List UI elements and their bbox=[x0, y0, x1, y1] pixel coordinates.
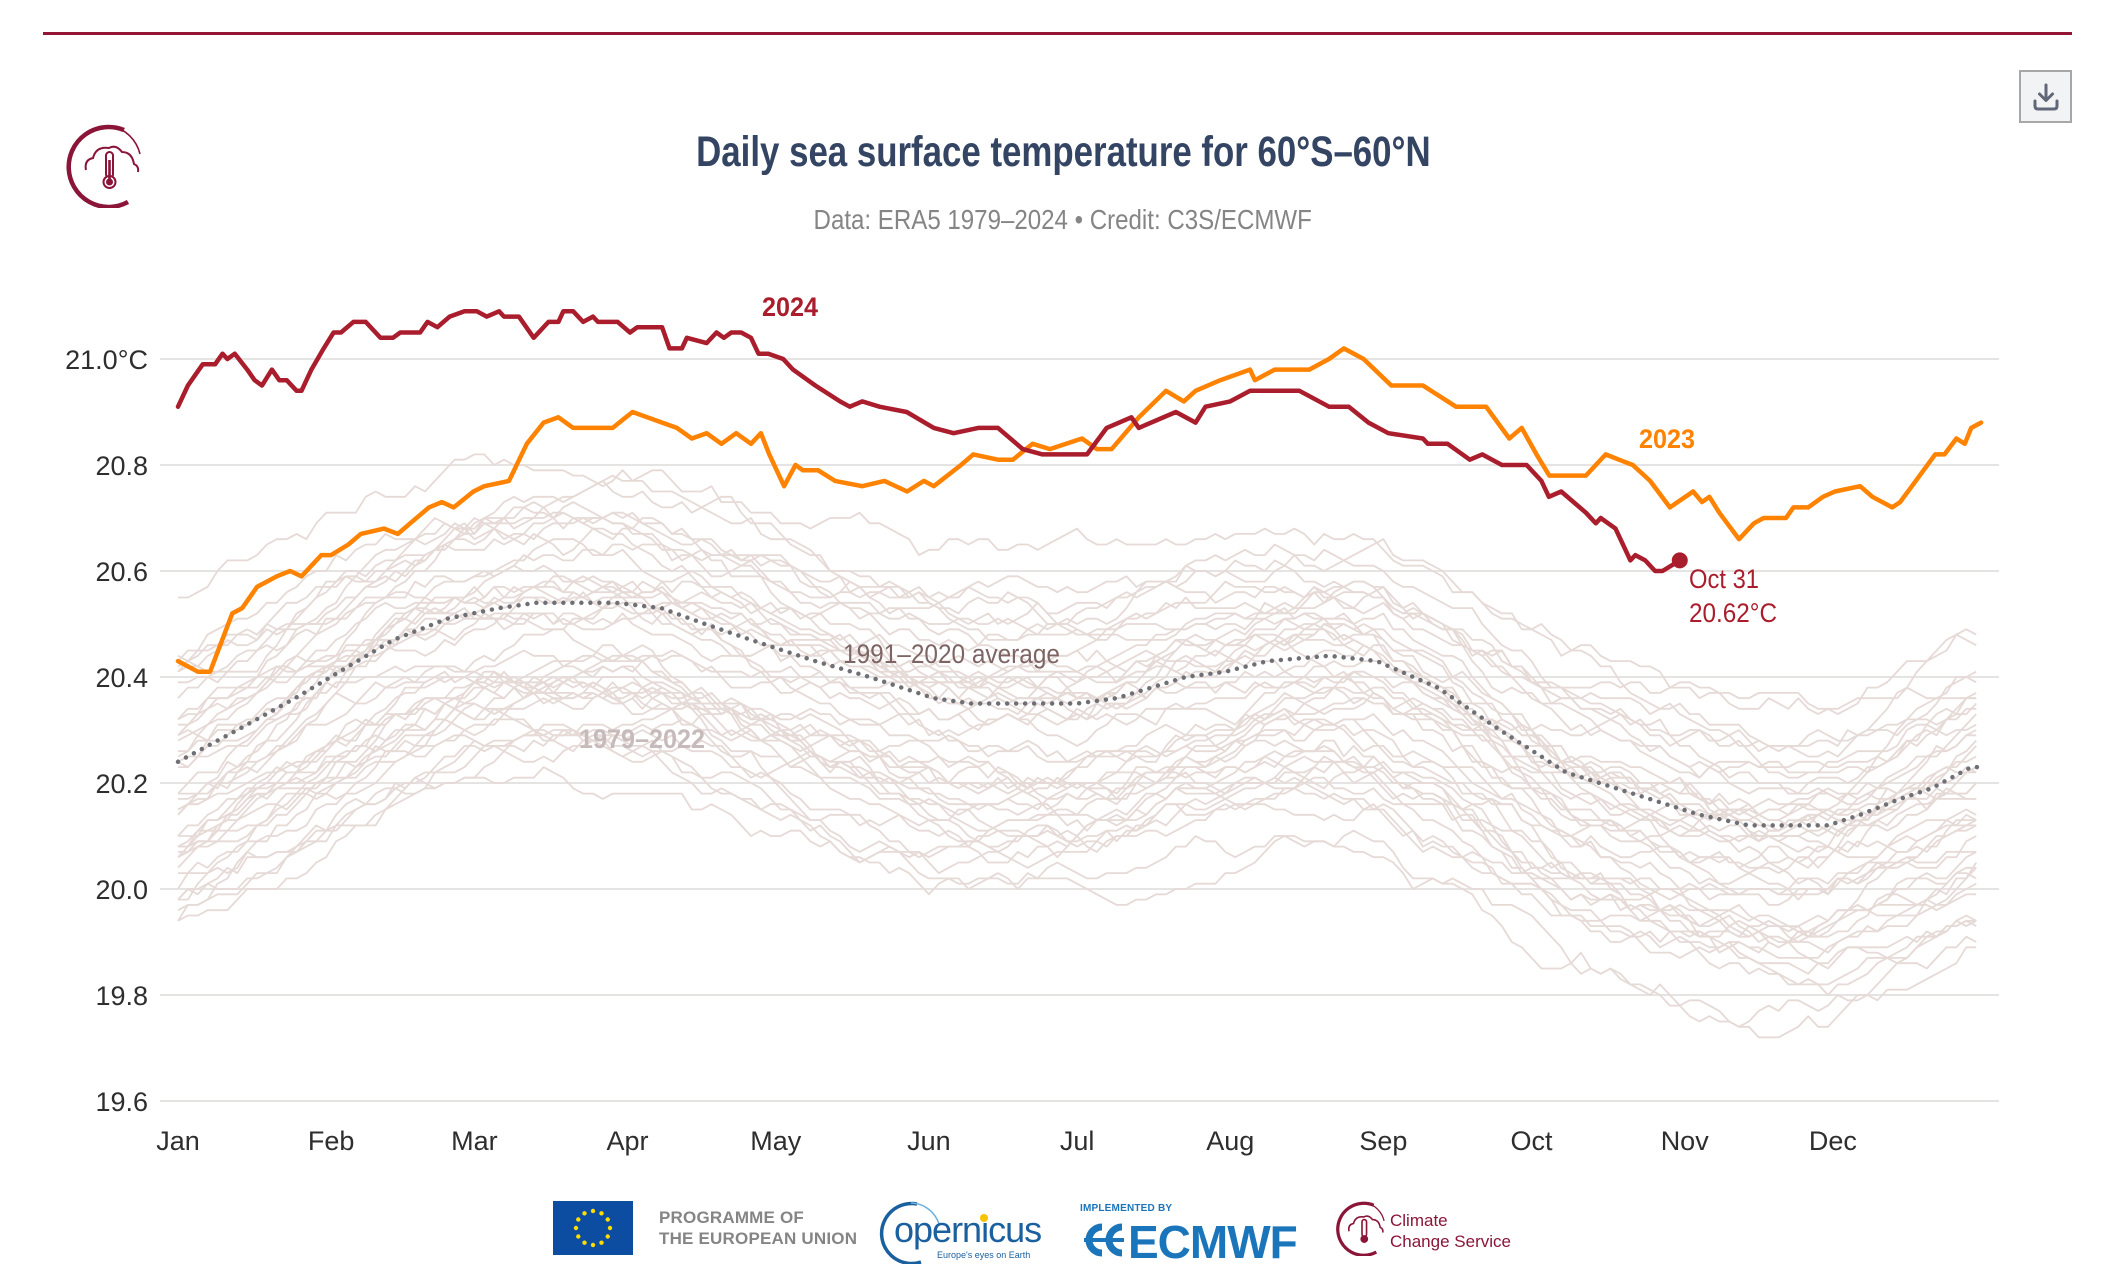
copernicus-arc-icon bbox=[879, 1201, 940, 1264]
background-year-line bbox=[177, 506, 1977, 779]
background-year-line bbox=[177, 479, 1977, 715]
eu-stars-icon bbox=[573, 1208, 613, 1248]
x-tick-label: Feb bbox=[308, 1126, 355, 1156]
ccs-logo-icon bbox=[1336, 1201, 1385, 1256]
climate-change-service-footer-logo: Climate Change Service bbox=[1336, 1200, 1526, 1260]
eu-star-icon bbox=[582, 1240, 587, 1245]
eu-star-icon bbox=[573, 1225, 579, 1231]
eu-star-icon bbox=[576, 1234, 581, 1239]
y-tick-label: 20.0 bbox=[95, 875, 148, 905]
y-tick-label: 20.2 bbox=[95, 769, 148, 799]
eu-programme-label: PROGRAMME OF THE EUROPEAN UNION bbox=[659, 1207, 857, 1249]
x-axis-ticks: Jan Feb Mar Apr May Jun Jul Aug Sep Oct Nov Dec bbox=[156, 1126, 1857, 1156]
eu-star-icon bbox=[605, 1217, 610, 1222]
background-year-line bbox=[177, 734, 1977, 996]
background-year-line bbox=[177, 628, 1977, 869]
highlight-value-label: 20.62°C bbox=[1689, 598, 1777, 628]
eu-programme-line1: PROGRAMME OF bbox=[659, 1208, 805, 1227]
chart-title: Daily sea surface temperature for 60°S–6… bbox=[695, 128, 1431, 176]
eu-star-icon bbox=[576, 1217, 581, 1222]
background-year-line bbox=[177, 601, 1977, 843]
background-year-line bbox=[177, 676, 1977, 874]
background-years-lines bbox=[177, 453, 1977, 1039]
chart-subtitle: Data: ERA5 1979–2024 • Credit: C3S/ECMWF bbox=[813, 204, 1313, 235]
copernicus-wordmark: opernicus bbox=[894, 1209, 1042, 1250]
x-tick-label: Oct bbox=[1511, 1126, 1554, 1156]
x-tick-label: Jun bbox=[907, 1126, 951, 1156]
ccs-label: Climate Change Service bbox=[1390, 1210, 1511, 1252]
chart-subtitle-container: Data: ERA5 1979–2024 • Credit: C3S/ECMWF bbox=[0, 204, 2126, 236]
eu-star-icon bbox=[590, 1242, 596, 1248]
background-year-line bbox=[177, 644, 1977, 906]
series-label-average: 1991–2020 average bbox=[843, 639, 1060, 669]
x-tick-label: Mar bbox=[451, 1126, 498, 1156]
x-tick-label: Apr bbox=[607, 1126, 649, 1156]
average-1991-2020-line bbox=[175, 600, 1984, 828]
y-tick-label: 20.6 bbox=[95, 557, 148, 587]
background-year-line bbox=[177, 527, 1977, 779]
x-tick-label: Nov bbox=[1661, 1126, 1710, 1156]
eu-programme-line2: THE EUROPEAN UNION bbox=[659, 1229, 858, 1248]
eu-star-icon bbox=[599, 1211, 604, 1216]
x-tick-label: Dec bbox=[1809, 1126, 1857, 1156]
background-year-line bbox=[177, 580, 1977, 758]
background-year-line bbox=[178, 453, 1977, 747]
eu-star-icon bbox=[607, 1225, 613, 1231]
background-year-line bbox=[178, 729, 1977, 975]
ccs-line2: Change Service bbox=[1390, 1232, 1511, 1251]
background-year-line bbox=[177, 580, 1977, 816]
eu-star-icon bbox=[582, 1211, 587, 1216]
copernicus-logo: opernicus Europe's eyes on Earth bbox=[877, 1200, 1042, 1264]
background-year-line bbox=[177, 501, 1977, 795]
x-tick-label: Sep bbox=[1359, 1126, 1407, 1156]
y-tick-label: 21.0°C bbox=[65, 345, 148, 375]
top-accent-rule bbox=[43, 32, 2072, 35]
background-year-line bbox=[178, 607, 1977, 869]
series-labels: 2024 2023 1991–2020 average 1979–2022 Oc… bbox=[579, 292, 1777, 754]
background-year-line bbox=[177, 681, 1977, 938]
eu-star-icon bbox=[599, 1240, 604, 1245]
ecmwf-implemented-by: IMPLEMENTED BY bbox=[1080, 1203, 1173, 1214]
y-tick-label: 20.4 bbox=[95, 663, 148, 693]
x-tick-label: May bbox=[750, 1126, 802, 1156]
copernicus-dot-icon bbox=[980, 1214, 988, 1222]
background-year-line bbox=[177, 670, 1977, 901]
background-year-line bbox=[178, 676, 1977, 954]
series-label-2023: 2023 bbox=[1639, 424, 1695, 454]
chart-title-container: Daily sea surface temperature for 60°S–6… bbox=[0, 128, 2126, 177]
series-label-background-years: 1979–2022 bbox=[579, 724, 705, 754]
eu-star-icon bbox=[590, 1208, 596, 1214]
highlight-series-layer bbox=[175, 309, 1984, 674]
x-tick-label: Jan bbox=[156, 1126, 200, 1156]
eu-flag-logo bbox=[553, 1201, 633, 1255]
y-axis-ticks: 21.0°C 20.8 20.6 20.4 20.2 20.0 19.8 19.6 bbox=[65, 345, 148, 1117]
average-line-layer bbox=[175, 600, 1984, 828]
eu-star-icon bbox=[605, 1234, 610, 1239]
background-year-line bbox=[177, 739, 1977, 1028]
ecmwf-symbol-icon bbox=[1084, 1223, 1124, 1257]
download-button[interactable] bbox=[2019, 70, 2072, 123]
background-year-line bbox=[177, 564, 1977, 821]
series-line-2024 bbox=[175, 309, 1683, 574]
highlight-date-label: Oct 31 bbox=[1689, 564, 1759, 594]
x-tick-label: Jul bbox=[1060, 1126, 1095, 1156]
y-tick-label: 20.8 bbox=[95, 451, 148, 481]
y-tick-label: 19.8 bbox=[95, 981, 148, 1011]
download-icon bbox=[2033, 83, 2058, 110]
ecmwf-logo: IMPLEMENTED BY ECMWF bbox=[1080, 1203, 1300, 1268]
series-label-2024: 2024 bbox=[762, 292, 818, 322]
background-year-line bbox=[178, 474, 1977, 726]
series-line-2023 bbox=[175, 346, 1984, 674]
highlight-point-marker bbox=[1671, 552, 1688, 569]
background-year-line bbox=[178, 707, 1977, 943]
background-year-line bbox=[177, 649, 1977, 858]
y-tick-label: 19.6 bbox=[95, 1087, 148, 1117]
background-year-line bbox=[177, 766, 1977, 1039]
copernicus-tagline: Europe's eyes on Earth bbox=[937, 1250, 1031, 1260]
x-tick-label: Aug bbox=[1206, 1126, 1254, 1156]
ccs-line1: Climate bbox=[1390, 1211, 1448, 1230]
ecmwf-wordmark: ECMWF bbox=[1128, 1216, 1298, 1268]
climate-change-service-logo-icon bbox=[66, 122, 146, 210]
